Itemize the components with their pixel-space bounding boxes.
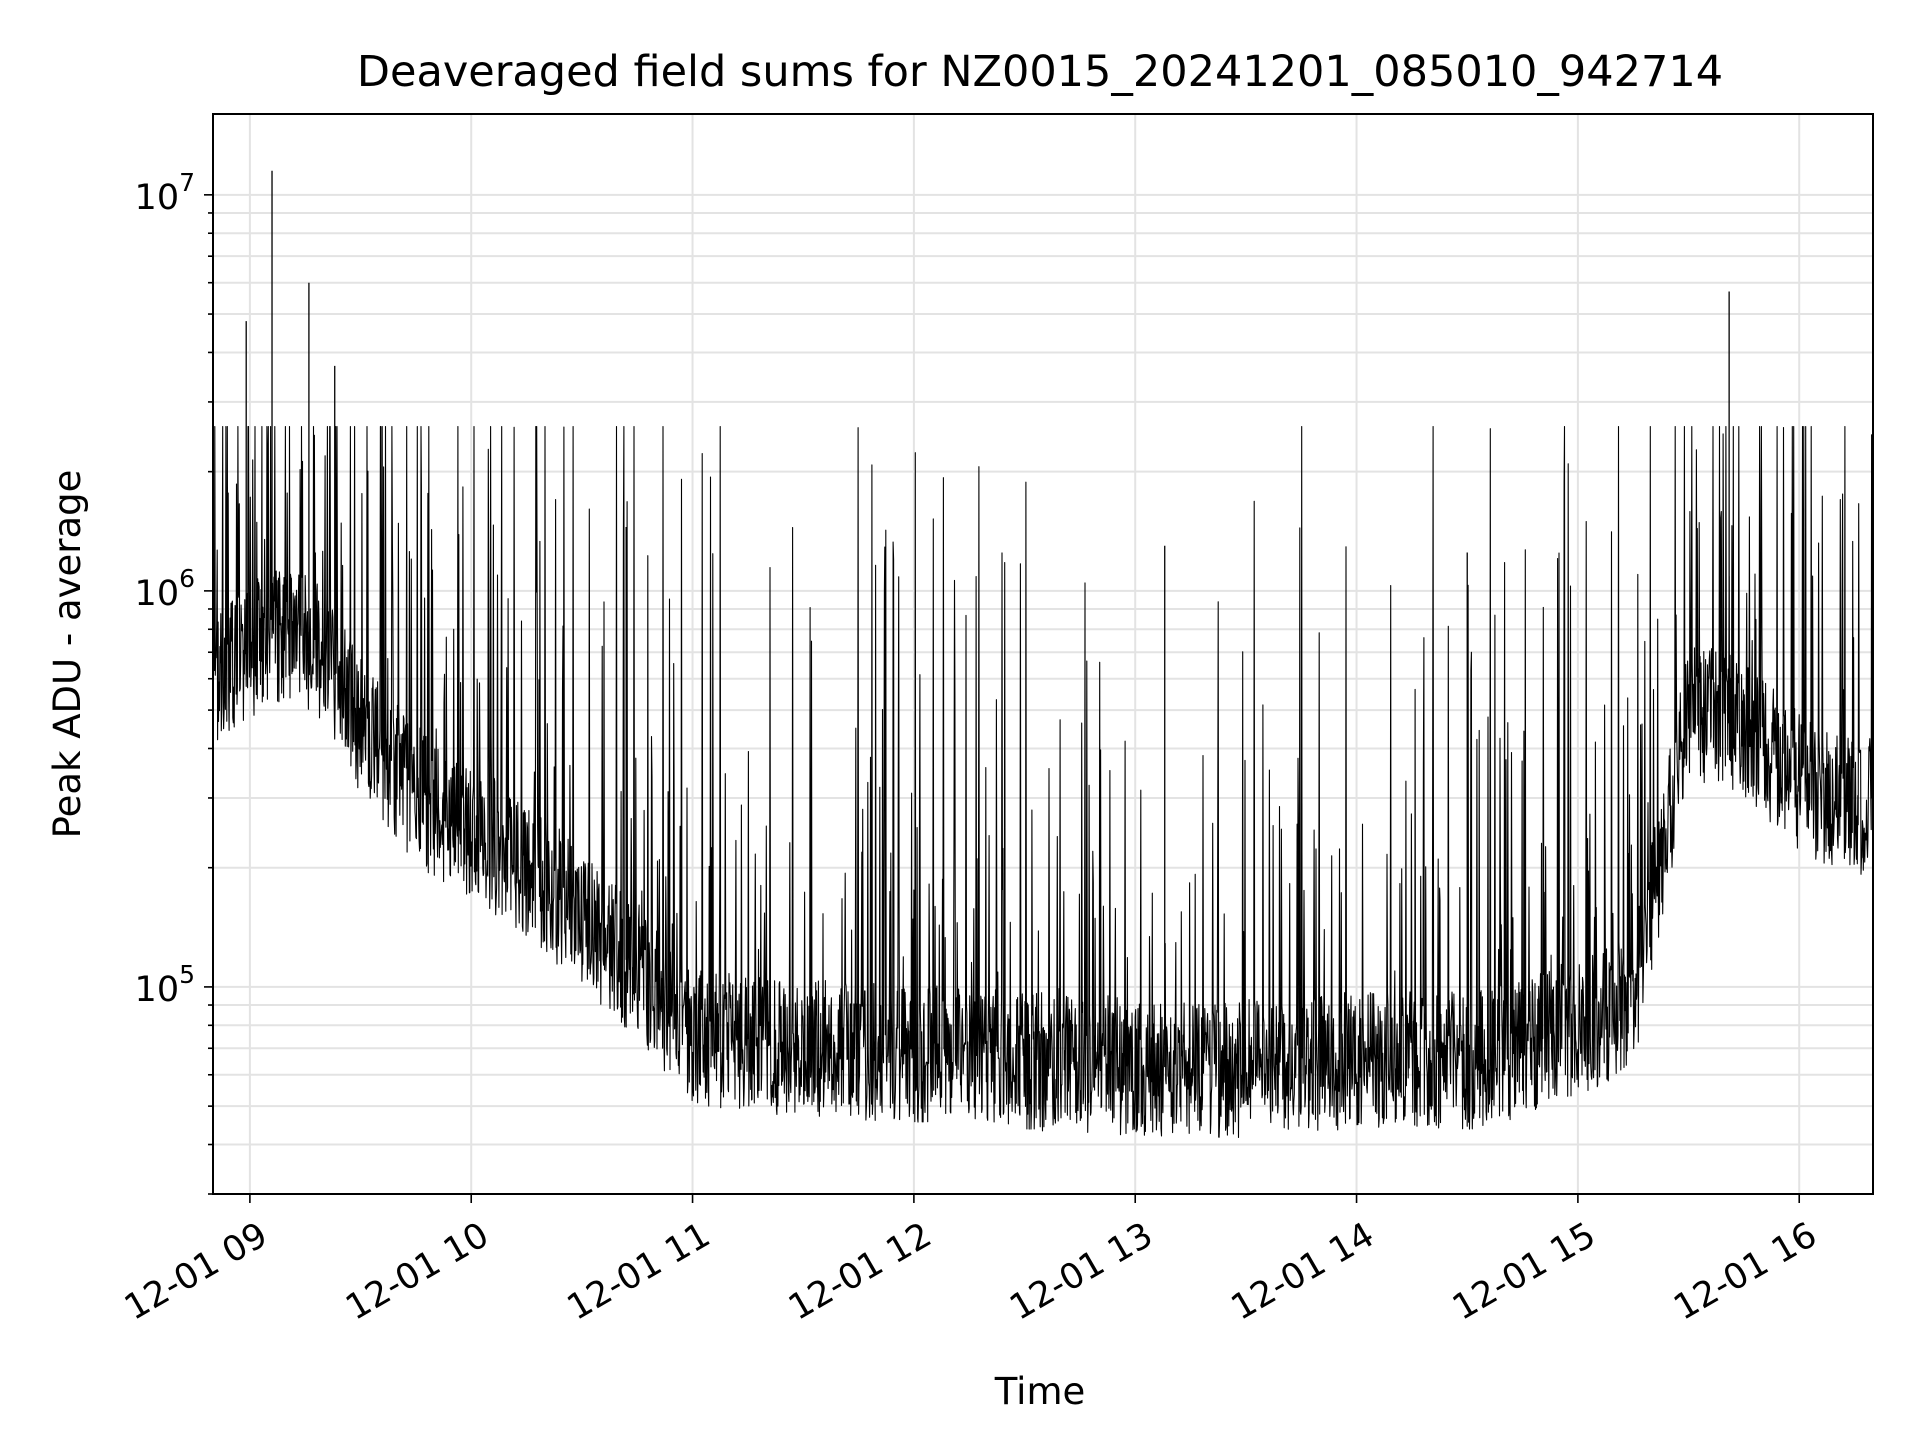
data-series-line	[212, 425, 1874, 1139]
y-axis-label: Peak ADU - average	[46, 470, 89, 839]
grid	[213, 114, 1873, 1195]
plot-frame	[212, 113, 1874, 1195]
x-axis-label: Time	[994, 1370, 1086, 1413]
y-axis: 105 106 107	[135, 168, 213, 1195]
y-tick-label: 107	[135, 168, 195, 218]
y-tick-label: 105	[135, 960, 195, 1010]
chart-title: Deaveraged field sums for NZ0015_2024120…	[357, 47, 1723, 97]
plot-area	[212, 170, 1874, 1139]
y-tick-label: 106	[135, 564, 195, 614]
